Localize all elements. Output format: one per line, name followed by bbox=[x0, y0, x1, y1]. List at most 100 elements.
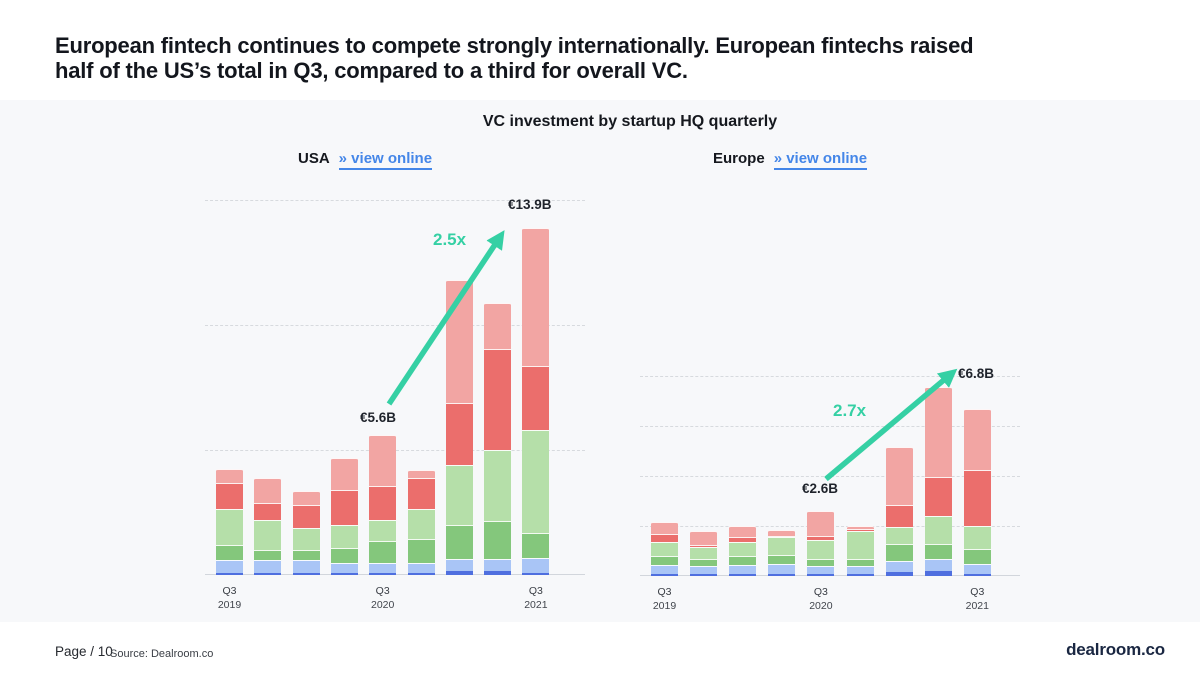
segment-medium-green bbox=[768, 554, 796, 564]
usa-view-online-link[interactable]: » view online bbox=[338, 150, 433, 170]
segment-medium-green bbox=[292, 550, 320, 560]
segment-pink bbox=[254, 477, 282, 503]
europe-view-online-link[interactable]: » view online bbox=[773, 150, 868, 170]
segment-light-green bbox=[369, 520, 397, 542]
usa-gridline-15B bbox=[205, 200, 585, 201]
usa-tick-year-2019: 2019 bbox=[217, 599, 242, 611]
growth-arrows-overlay bbox=[386, 230, 958, 482]
usa-bar-q1-2021 bbox=[445, 280, 473, 575]
usa-start-value-label: €5.6B bbox=[360, 410, 397, 425]
europe-bar-q1-2020 bbox=[729, 526, 757, 576]
usa-tick-year-2021: 2021 bbox=[524, 599, 548, 611]
segment-medium-green bbox=[807, 558, 835, 566]
segment-light-blue bbox=[846, 566, 874, 574]
usa-chart-header: USA » view online bbox=[298, 150, 433, 170]
segment-pink bbox=[651, 522, 678, 534]
segment-light-green bbox=[924, 516, 952, 544]
segment-dark-blue bbox=[445, 571, 473, 575]
segment-light-blue bbox=[807, 566, 835, 574]
segment-light-blue bbox=[729, 564, 757, 574]
segment-light-blue bbox=[690, 566, 718, 574]
usa-bar-q4-2020 bbox=[407, 470, 435, 575]
segment-dark-blue bbox=[484, 571, 512, 575]
usa-end-value-label: €13.9B bbox=[508, 197, 552, 212]
usa-bar-q3-2021 bbox=[522, 227, 550, 575]
usa-bar-q2-2020 bbox=[330, 457, 358, 575]
usa-bar-q4-2019 bbox=[254, 477, 282, 575]
segment-red bbox=[330, 490, 358, 525]
segment-pink bbox=[690, 531, 718, 545]
charts-band: VC investment by startup HQ quarterly US… bbox=[0, 100, 1200, 622]
segment-light-blue bbox=[445, 558, 473, 572]
segment-dark-blue bbox=[963, 573, 991, 576]
segment-dark-blue bbox=[924, 571, 952, 576]
segment-pink bbox=[292, 491, 320, 505]
segment-light-green bbox=[729, 542, 757, 556]
usa-growth-multiplier-label: 2.5x bbox=[433, 230, 467, 249]
europe-growth-multiplier-label: 2.7x bbox=[833, 401, 867, 420]
segment-pink bbox=[445, 280, 473, 403]
segment-medium-green bbox=[445, 525, 473, 559]
europe-tick-year-2019: 2019 bbox=[652, 600, 677, 612]
segment-medium-green bbox=[651, 556, 678, 565]
segment-medium-green bbox=[729, 556, 757, 565]
europe-bar-q2-2021 bbox=[924, 387, 952, 576]
segment-dark-blue bbox=[729, 573, 757, 576]
segment-light-green bbox=[254, 520, 282, 550]
segment-medium-green bbox=[216, 545, 243, 560]
segment-red bbox=[254, 502, 282, 520]
segment-medium-green bbox=[690, 558, 718, 566]
segment-light-blue bbox=[522, 557, 550, 573]
segment-red bbox=[846, 528, 874, 531]
segment-red bbox=[445, 402, 473, 465]
segment-pink bbox=[807, 511, 835, 536]
segment-pink bbox=[407, 470, 435, 478]
segment-medium-green bbox=[846, 558, 874, 566]
segment-pink bbox=[330, 457, 358, 490]
segment-dark-blue bbox=[522, 572, 550, 575]
europe-bar-q3-2019 bbox=[651, 522, 678, 576]
segment-light-green bbox=[690, 547, 718, 559]
segment-medium-green bbox=[522, 532, 550, 558]
segment-light-green bbox=[484, 450, 512, 522]
segment-light-blue bbox=[407, 562, 435, 573]
europe-bar-q3-2020 bbox=[807, 511, 835, 576]
segment-light-green bbox=[216, 508, 243, 545]
usa-bar-q1-2020 bbox=[292, 491, 320, 575]
segment-light-blue bbox=[768, 563, 796, 574]
segment-pink bbox=[729, 526, 757, 538]
segment-medium-green bbox=[330, 547, 358, 563]
usa-tick-quarter-2020: Q3 bbox=[375, 585, 390, 597]
europe-tick-year-2020: 2020 bbox=[809, 600, 833, 612]
segment-pink bbox=[522, 227, 550, 367]
segment-light-green bbox=[768, 537, 796, 555]
segment-dark-blue bbox=[885, 572, 913, 576]
segment-light-green bbox=[522, 430, 550, 533]
segment-medium-green bbox=[407, 538, 435, 563]
segment-red bbox=[522, 366, 550, 430]
segment-dark-blue bbox=[690, 573, 718, 576]
segment-red bbox=[484, 348, 512, 450]
europe-region-label: Europe bbox=[713, 150, 765, 167]
segment-pink bbox=[768, 529, 796, 536]
segment-light-green bbox=[651, 542, 678, 556]
segment-medium-green bbox=[484, 521, 512, 559]
usa-bar-q3-2019 bbox=[216, 468, 243, 575]
usa-region-label: USA bbox=[298, 150, 330, 167]
europe-start-value-label: €2.6B bbox=[802, 481, 839, 496]
segment-light-green bbox=[445, 465, 473, 525]
segment-medium-green bbox=[369, 541, 397, 563]
segment-red bbox=[768, 536, 796, 538]
segment-dark-blue bbox=[254, 572, 282, 575]
usa-bar-q3-2020 bbox=[369, 435, 397, 575]
segment-light-blue bbox=[963, 563, 991, 574]
segment-light-blue bbox=[484, 558, 512, 572]
chart-title: VC investment by startup HQ quarterly bbox=[482, 113, 778, 130]
segment-red bbox=[729, 537, 757, 543]
europe-tick-quarter-2021: Q3 bbox=[970, 586, 985, 598]
segment-red bbox=[651, 533, 678, 543]
segment-pink bbox=[484, 302, 512, 349]
segment-pink bbox=[846, 526, 874, 529]
dealroom-logo: dealroom.co bbox=[1066, 640, 1165, 659]
